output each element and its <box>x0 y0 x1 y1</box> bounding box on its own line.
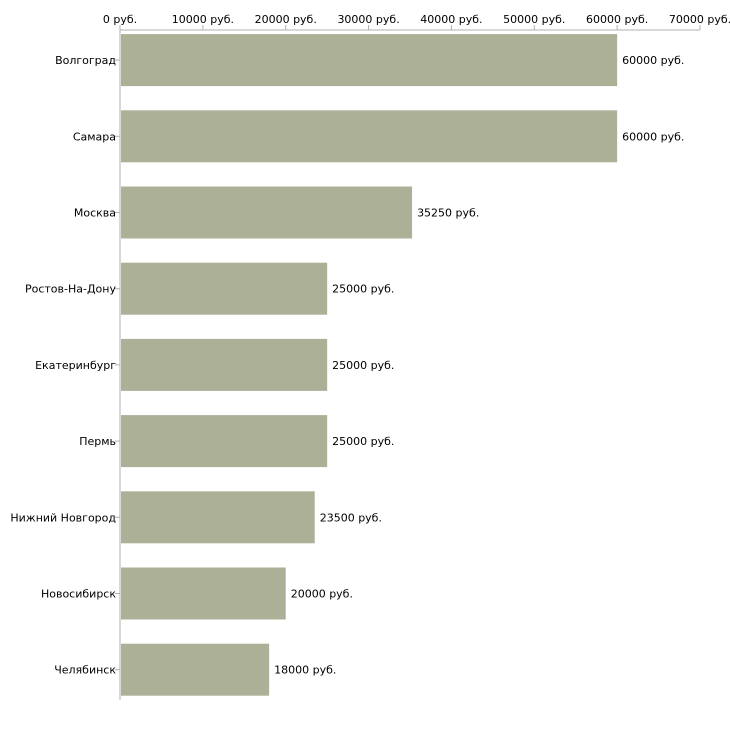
value-label: 60000 руб. <box>622 54 684 67</box>
axis-layer: 0 руб. 10000 руб. 20000 руб. 30000 руб. 4000… <box>103 13 730 700</box>
x-tick-label: 50000 руб. <box>503 13 565 26</box>
value-label: 25000 руб. <box>332 435 394 448</box>
category-label: Челябинск <box>54 664 116 677</box>
bar <box>121 567 286 620</box>
x-tick-label: 60000 руб. <box>586 13 648 26</box>
category-label: Волгоград <box>55 54 116 67</box>
value-label: 25000 руб. <box>332 283 394 296</box>
x-tick-label: 0 руб. <box>103 13 137 26</box>
value-label: 23500 руб. <box>320 511 382 524</box>
x-tick-label: 10000 руб. <box>172 13 234 26</box>
category-label: Новосибирск <box>41 588 116 601</box>
value-label: 35250 руб. <box>417 207 479 220</box>
bar <box>121 262 328 315</box>
labels-layer: Волгоград 60000 руб. Самара 60000 руб. Москв… <box>10 54 684 677</box>
category-label: Москва <box>74 207 116 220</box>
category-label: Самара <box>73 130 116 143</box>
x-tick-label: 40000 руб. <box>420 13 482 26</box>
bars-layer <box>121 34 618 696</box>
x-tick-label: 30000 руб. <box>337 13 399 26</box>
bar <box>121 491 315 544</box>
category-label: Нижний Новгород <box>10 511 116 524</box>
value-label: 18000 руб. <box>274 664 336 677</box>
category-label: Пермь <box>79 435 116 448</box>
bar <box>121 110 618 163</box>
x-tick-label: 70000 руб. <box>669 13 730 26</box>
bar <box>121 415 328 468</box>
bar <box>121 338 328 391</box>
category-label: Ростов-На-Дону <box>25 283 116 296</box>
bar <box>121 643 270 696</box>
bar <box>121 34 618 87</box>
value-label: 20000 руб. <box>291 588 353 601</box>
value-label: 25000 руб. <box>332 359 394 372</box>
category-label: Екатеринбург <box>35 359 116 372</box>
x-tick-label: 20000 руб. <box>255 13 317 26</box>
value-label: 60000 руб. <box>622 130 684 143</box>
bar <box>121 186 413 239</box>
